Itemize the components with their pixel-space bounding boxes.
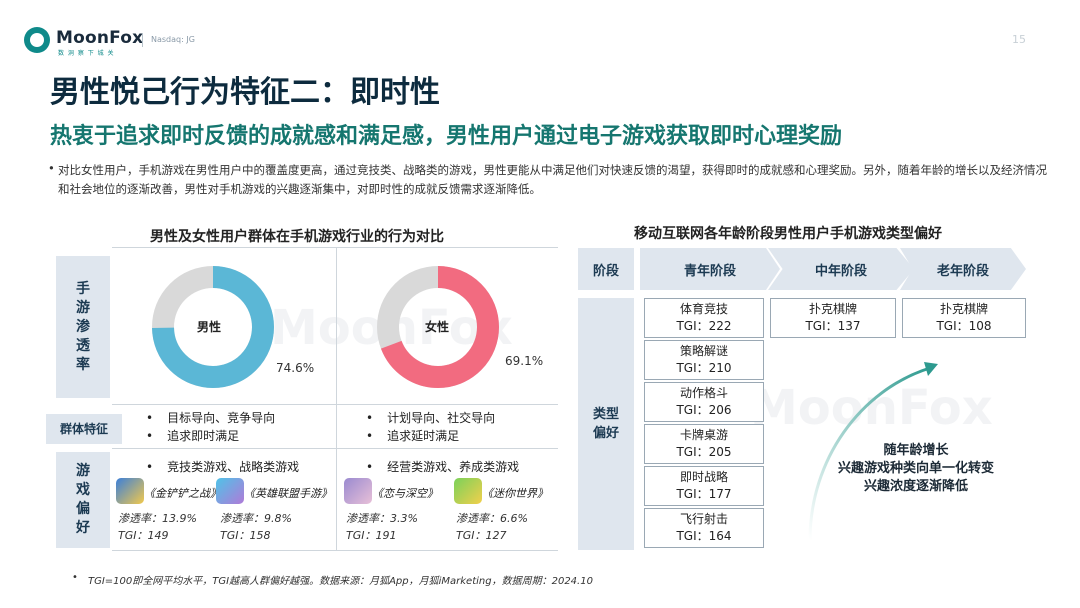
female-traits-list: 计划导向、社交导向 追求延时满足 bbox=[366, 409, 495, 445]
watermark-right: MoonFox bbox=[750, 380, 993, 436]
female-trait-item: 追求延时满足 bbox=[366, 427, 495, 445]
grid-mid1 bbox=[112, 404, 558, 405]
trend-text: 随年龄增长 兴趣游戏种类向单一化转变 兴趣浓度逐渐降低 bbox=[837, 443, 994, 494]
male-penetration-value: 74.6% bbox=[276, 361, 315, 375]
game-lol-mobile-icon bbox=[216, 478, 244, 504]
stage-middle: 中年阶段 bbox=[768, 248, 914, 290]
footer-note: TGI=100即全网平均水平，TGI越高人群偏好越强。数据来源：月狐App，月狐… bbox=[88, 576, 593, 587]
grid-top bbox=[112, 247, 558, 248]
logo-text: MoonFox bbox=[56, 28, 144, 48]
pref-label: 类型偏好 bbox=[578, 298, 634, 550]
footer-bullet: • bbox=[72, 572, 78, 583]
female-label: 女性 bbox=[425, 320, 450, 334]
row-label-traits: 群体特征 bbox=[46, 414, 122, 444]
male-donut-chart bbox=[152, 266, 274, 388]
stage-label: 阶段 bbox=[578, 248, 634, 290]
trend-arrow-icon bbox=[808, 362, 938, 541]
grid-bottom bbox=[112, 550, 558, 551]
game-metrics: 渗透率：6.6% TGI：127 bbox=[456, 512, 528, 542]
grid-mid2 bbox=[112, 448, 558, 449]
female-preference: 经营类游戏、养成类游戏 bbox=[366, 458, 519, 476]
male-trait-item: 目标导向、竞争导向 bbox=[146, 409, 275, 427]
right-section-title: 移动互联网各年龄阶段男性用户手机游戏类型偏好 bbox=[634, 226, 942, 242]
female-penetration-value: 69.1% bbox=[505, 354, 544, 368]
male-trait-item: 追求即时满足 bbox=[146, 427, 275, 445]
stage-young: 青年阶段 bbox=[640, 248, 780, 290]
grid-center bbox=[336, 247, 337, 551]
male-preference: 竞技类游戏、战略类游戏 bbox=[146, 458, 299, 476]
page-title: 男性悦己行为特征二：即时性 bbox=[50, 75, 440, 110]
male-label: 男性 bbox=[197, 320, 222, 334]
game-metrics: 渗透率：9.8% TGI：158 bbox=[220, 512, 292, 542]
moonfox-logo-icon bbox=[24, 27, 50, 53]
game-metrics: 渗透率：13.9% TGI：149 bbox=[118, 512, 197, 542]
stock-ticker: Nasdaq: JG bbox=[142, 33, 195, 47]
game-name: 《恋与深空》 bbox=[372, 487, 438, 500]
game-metrics: 渗透率：3.3% TGI：191 bbox=[346, 512, 418, 542]
row-label-preference: 游戏偏好 bbox=[56, 452, 110, 548]
male-donut-segment bbox=[152, 266, 274, 388]
young-pref-item: 卡牌桌游 TGI：205 bbox=[644, 424, 764, 464]
page-subtitle: 热衷于追求即时反馈的成就感和满足感，男性用户通过电子游戏获取即时心理奖励 bbox=[50, 124, 843, 149]
row-label-penetration: 手游渗透率 bbox=[56, 256, 110, 398]
game-miniworld-icon bbox=[454, 478, 482, 504]
young-pref-item: 飞行射击 TGI：164 bbox=[644, 508, 764, 548]
old-pref-item: 扑克棋牌 TGI：108 bbox=[902, 298, 1026, 338]
left-section-title: 男性及女性用户群体在手机游戏行业的行为对比 bbox=[150, 229, 444, 245]
female-trait-item: 计划导向、社交导向 bbox=[366, 409, 495, 427]
game-jinchanchan-icon bbox=[116, 478, 144, 504]
game-name: 《英雄联盟手游》 bbox=[244, 487, 332, 500]
page-number: 15 bbox=[1012, 33, 1026, 46]
young-pref-item: 即时战略 TGI：177 bbox=[644, 466, 764, 506]
female-donut-segment bbox=[377, 266, 499, 388]
logo-subtitle: 数 洞 察 下 城 关 bbox=[58, 50, 115, 57]
middle-pref-item: 扑克棋牌 TGI：137 bbox=[770, 298, 896, 338]
young-pref-item: 体育竞技 TGI：222 bbox=[644, 298, 764, 338]
bullet-marker: • bbox=[48, 161, 55, 175]
summary-paragraph: 对比女性用户，手机游戏在男性用户中的覆盖度更高，通过竞技类、战略类的游戏，男性更… bbox=[58, 163, 1047, 196]
game-name: 《金铲铲之战》 bbox=[144, 487, 221, 500]
female-donut-chart bbox=[377, 266, 499, 388]
game-lianyushenkong-icon bbox=[344, 478, 372, 504]
young-pref-item: 策略解谜 TGI：210 bbox=[644, 340, 764, 380]
young-pref-item: 动作格斗 TGI：206 bbox=[644, 382, 764, 422]
stage-old: 老年阶段 bbox=[900, 248, 1026, 290]
male-traits-list: 目标导向、竞争导向 追求即时满足 bbox=[146, 409, 275, 445]
game-name: 《迷你世界》 bbox=[482, 487, 548, 500]
